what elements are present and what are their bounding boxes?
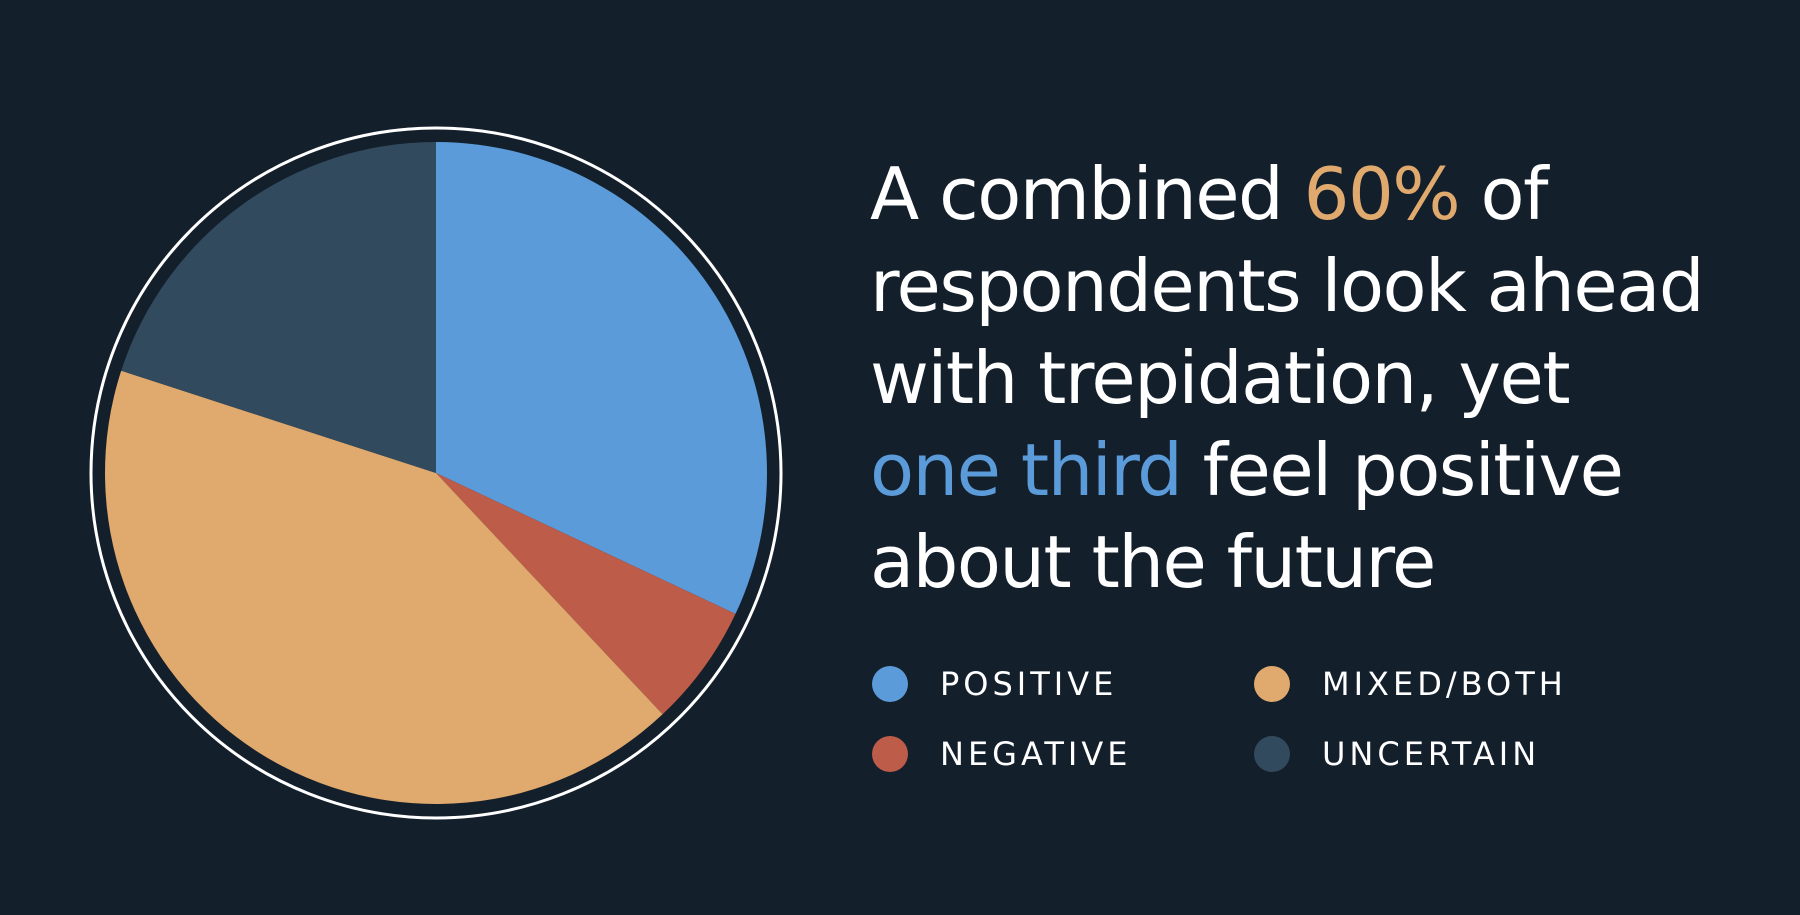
legend-item-uncertain: UNCERTAIN <box>1254 734 1540 774</box>
headline-text: of <box>1459 152 1549 236</box>
headline-line-3: with trepidation, yet <box>870 336 1571 420</box>
legend-label-mixed-both: MIXED/BOTH <box>1322 665 1567 703</box>
legend-label-uncertain: UNCERTAIN <box>1322 735 1541 773</box>
headline-highlight-percent: 60% <box>1303 152 1461 236</box>
pie-outer-ring <box>89 126 783 820</box>
pie-slice-negative <box>436 473 736 715</box>
headline: A combined 60% of respondents look ahead… <box>870 148 1770 608</box>
headline-line-2: respondents look ahead <box>870 244 1705 328</box>
legend-item-positive: POSITIVE <box>872 664 1117 704</box>
headline-line-1: A combined 60% of <box>870 148 1770 240</box>
legend-dot-mixed-both <box>1254 666 1290 702</box>
legend-dot-positive <box>872 666 908 702</box>
legend: POSITIVE MIXED/BOTH NEGATIVE UNCERTAIN <box>872 664 1672 804</box>
legend-dot-uncertain <box>1254 736 1290 772</box>
legend-label-negative: NEGATIVE <box>940 735 1132 773</box>
headline-highlight-third: one third <box>870 428 1183 512</box>
pie-chart <box>89 126 783 820</box>
headline-text: feel positive <box>1181 428 1624 512</box>
headline-line-4: one third feel positive <box>870 424 1770 516</box>
pie-slice-positive <box>436 142 768 614</box>
legend-dot-negative <box>872 736 908 772</box>
headline-text: A combined <box>870 152 1304 236</box>
pie-slices <box>104 142 768 805</box>
headline-line-5: about the future <box>870 520 1436 604</box>
legend-item-mixed-both: MIXED/BOTH <box>1254 664 1567 704</box>
legend-label-positive: POSITIVE <box>940 665 1118 703</box>
legend-item-negative: NEGATIVE <box>872 734 1131 774</box>
pie-slice-uncertain <box>121 142 436 473</box>
pie-slice-mixed-both <box>104 370 663 805</box>
